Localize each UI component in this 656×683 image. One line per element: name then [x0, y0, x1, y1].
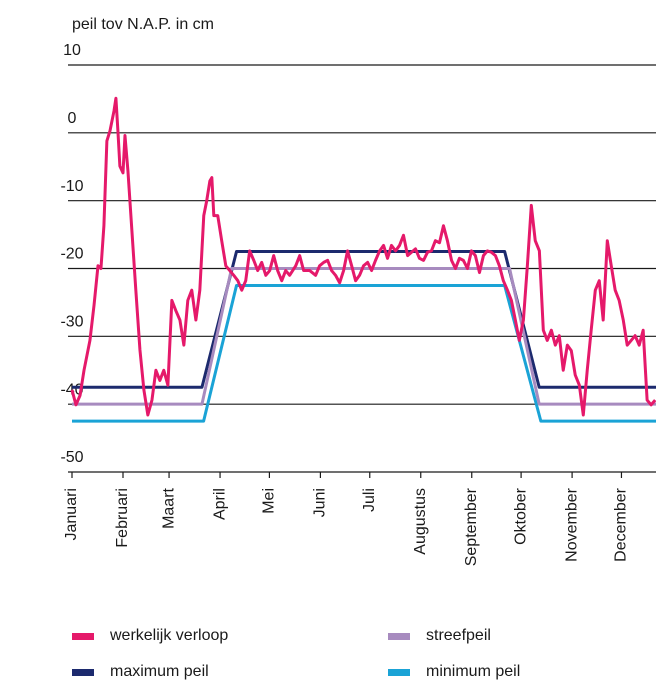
- x-tick-label: Maart: [160, 487, 177, 528]
- legend-label: streefpeil: [426, 627, 491, 644]
- series-line: [72, 250, 656, 389]
- legend-swatch: [72, 669, 94, 676]
- series-line: [70, 96, 656, 417]
- legend-label: maximum peil: [110, 663, 209, 680]
- y-tick-label: -20: [60, 246, 83, 263]
- legend-swatch: [388, 633, 410, 640]
- y-tick-label: 10: [63, 42, 81, 59]
- y-axis-label: peil tov N.A.P. in cm: [72, 16, 214, 33]
- x-tick-label: Februari: [114, 488, 131, 548]
- legend-swatch: [72, 633, 94, 640]
- lines: [70, 96, 656, 423]
- x-tick-label: Augustus: [412, 488, 429, 555]
- legend-label: werkelijk verloop: [109, 627, 228, 644]
- y-tick-label: -10: [60, 178, 83, 195]
- x-tick-label: Januari: [63, 488, 80, 540]
- grid: 10 0 -10 -20 -30 -40 -50 Januari Februari Maart Ap…: [60, 42, 656, 566]
- x-tick-label: Juni: [312, 488, 329, 517]
- series-line: [72, 283, 656, 423]
- y-tick-label: -50: [60, 449, 83, 466]
- x-tick-label: November: [563, 487, 580, 561]
- y-tick-label: 0: [68, 110, 77, 127]
- x-tick-label: April: [211, 488, 228, 520]
- y-tick-label: -40: [60, 381, 83, 398]
- x-tick-label: December: [613, 487, 630, 561]
- legend-label: minimum peil: [426, 663, 520, 680]
- x-tick-label: Mei: [261, 488, 278, 514]
- x-tick-label: Oktober: [512, 487, 529, 545]
- x-tick-label: September: [463, 487, 480, 566]
- y-tick-label: -30: [60, 314, 83, 331]
- legend-swatch: [388, 669, 410, 676]
- legend: werkelijk verloop streefpeil maximum peil m…: [72, 627, 520, 680]
- x-tick-label: Juli: [361, 488, 378, 512]
